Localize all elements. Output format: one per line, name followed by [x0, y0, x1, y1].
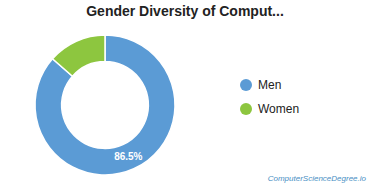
data-labels: 86.5%: [114, 151, 142, 162]
data-label: 86.5%: [114, 151, 142, 162]
chart: Gender Diversity of Comput... 86.5% Men Wom…: [0, 0, 370, 185]
legend-swatch: [240, 79, 252, 91]
title: Gender Diversity of Comput...: [86, 3, 284, 19]
slice: [52, 35, 105, 76]
legend: Men Women: [240, 78, 299, 116]
legend-item: Men: [240, 78, 281, 92]
slice: [35, 35, 175, 175]
legend-item: Women: [240, 102, 299, 116]
donut: [35, 35, 175, 175]
legend-swatch: [240, 103, 252, 115]
watermark: ComputerScienceDegree.io: [268, 174, 367, 183]
legend-label: Men: [258, 78, 281, 92]
legend-label: Women: [258, 102, 299, 116]
